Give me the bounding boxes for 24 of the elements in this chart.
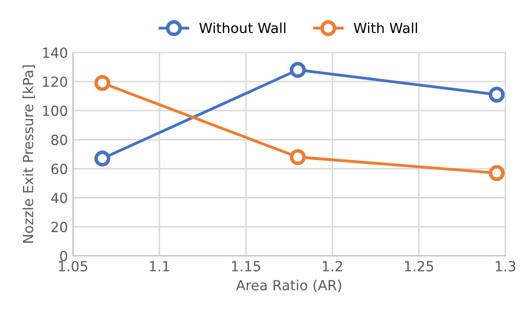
x-tick-label: 1.15 [232, 261, 260, 272]
point [290, 149, 306, 166]
point [290, 62, 306, 78]
x-tick-label: 1.25 [404, 260, 434, 272]
y-tick-label: 0 [60, 250, 68, 262]
x-tick-label: 1.05 [59, 260, 88, 272]
point [94, 150, 110, 167]
y-tick-label: 40 [51, 192, 68, 204]
x-tick-label: 1.1 [150, 261, 170, 272]
y-tick-label: 120 [43, 76, 68, 88]
y-tick-label: 140 [43, 47, 68, 58]
x-tick-label: 1.2 [322, 260, 342, 272]
y-tick-label: 60 [51, 164, 68, 174]
y-tick-label: 20 [51, 222, 68, 232]
point [488, 86, 505, 103]
x-axis-title: Area Ratio (AR) [236, 280, 342, 292]
legend-label: Without Wall [199, 22, 286, 34]
point [488, 165, 505, 182]
y-tick-label: 80 [51, 134, 68, 146]
y-tick-label: 100 [43, 106, 68, 116]
legend-label: With Wall [354, 22, 418, 34]
x-tick-label: 1.3 [496, 260, 516, 272]
y-axis-title: Nozzle Exit Pressure [kPa] [22, 65, 35, 243]
point [94, 75, 110, 91]
